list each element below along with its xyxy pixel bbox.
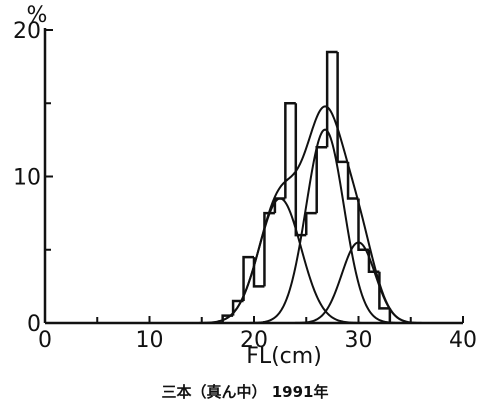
fitted-curve-1 [192,197,368,324]
y-unit-label: % [27,3,48,28]
hist-bin-26 [315,145,328,214]
chart-caption: 三本（真ん中） 1991年 [162,383,329,401]
y-tick-label-0: 0 [27,312,41,337]
hist-bin-27 [325,50,338,148]
hist-bin-28 [336,51,349,164]
hist-bin-18 [231,299,244,316]
combined-fit-curve [217,105,406,323]
x-tick-label-20: 20 [240,328,268,353]
x-tick-label-30: 30 [345,328,373,353]
y-tick-label-20: 20 [13,19,41,44]
fitted-curve-2 [246,128,404,324]
x-tick-label-10: 10 [136,328,164,353]
x-tick-label-40: 40 [449,328,477,353]
hist-bin-29 [346,161,359,200]
hist-bin-23 [284,102,296,199]
x-tick-label-0: 0 [38,328,52,353]
x-axis-title: FL(cm) [246,344,322,369]
hist-bin-25 [305,211,317,236]
hist-bin-19 [242,255,254,302]
hist-bin-21 [263,211,275,287]
hist-bin-24 [294,103,307,237]
y-tick-label-10: 10 [13,166,41,191]
